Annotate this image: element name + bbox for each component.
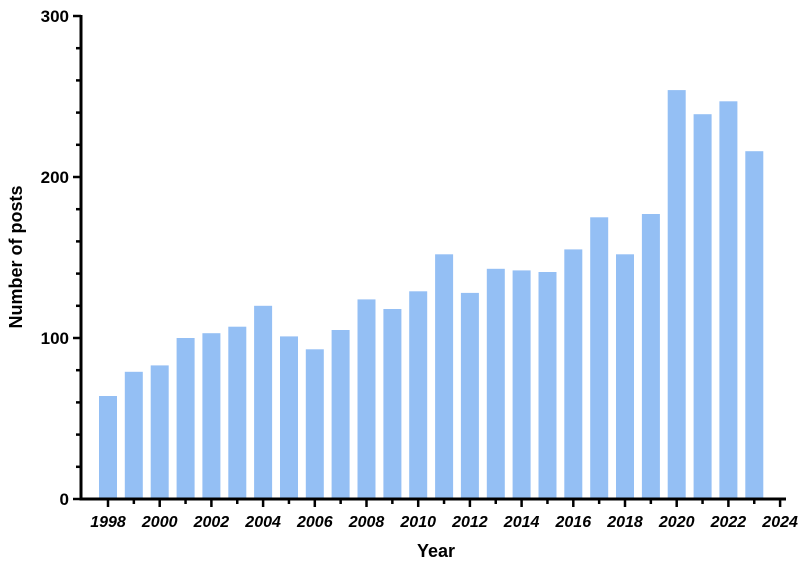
x-tick-label: 2014 bbox=[503, 514, 540, 531]
x-tick-label: 2024 bbox=[761, 514, 798, 531]
y-axis-title: Number of posts bbox=[6, 185, 26, 328]
bar-2001 bbox=[176, 338, 195, 499]
bar-2019 bbox=[641, 214, 660, 499]
x-tick-label: 2012 bbox=[451, 514, 488, 531]
bar-2000 bbox=[150, 365, 169, 499]
x-tick-label: 2008 bbox=[348, 514, 385, 531]
bar-2006 bbox=[305, 349, 324, 499]
x-ticks-group: 1998 2000 2002 2004 2006 2008 2010 2012 2014 2016… bbox=[90, 499, 798, 531]
bar-2016 bbox=[564, 249, 583, 499]
bar-2013 bbox=[486, 268, 505, 499]
x-tick-label: 1998 bbox=[90, 514, 126, 531]
y-tick-label: 100 bbox=[41, 329, 69, 348]
bar-2004 bbox=[254, 305, 273, 499]
y-tick-label: 200 bbox=[41, 168, 69, 187]
bar-2008 bbox=[357, 299, 376, 499]
bar-2017 bbox=[590, 217, 609, 500]
y-tick-label: 300 bbox=[41, 7, 69, 26]
bar-2022 bbox=[719, 101, 738, 500]
x-tick-label: 2002 bbox=[193, 514, 230, 531]
x-tick-label: 2020 bbox=[658, 514, 695, 531]
bar-2018 bbox=[616, 254, 634, 499]
bar-2003 bbox=[228, 326, 247, 499]
x-axis-title: Year bbox=[417, 541, 455, 561]
bar-2012 bbox=[460, 292, 479, 499]
bar-2023 bbox=[745, 151, 764, 499]
bar-2015 bbox=[538, 272, 557, 499]
bar-2014 bbox=[512, 270, 531, 499]
x-tick-label: 2010 bbox=[399, 514, 436, 531]
bar-1998 bbox=[99, 396, 117, 499]
y-ticks-group: 0 100 200 300 bbox=[41, 7, 81, 509]
bar-2007 bbox=[331, 330, 350, 499]
bar-2011 bbox=[435, 254, 454, 499]
bar-2005 bbox=[280, 336, 298, 499]
bars-group bbox=[99, 90, 764, 500]
bar-2002 bbox=[202, 333, 221, 499]
x-tick-label: 2004 bbox=[244, 514, 281, 531]
x-tick-label: 2000 bbox=[141, 514, 178, 531]
y-tick-label: 0 bbox=[60, 490, 69, 509]
x-tick-label: 2006 bbox=[296, 514, 333, 531]
bar-2021 bbox=[693, 114, 712, 499]
bar-2020 bbox=[667, 90, 686, 499]
bar-1999 bbox=[124, 371, 143, 499]
bar-2010 bbox=[409, 291, 428, 499]
x-tick-label: 2018 bbox=[606, 514, 643, 531]
bar-2009 bbox=[383, 309, 402, 499]
x-tick-label: 2022 bbox=[710, 514, 747, 531]
x-tick-label: 2016 bbox=[555, 514, 592, 531]
